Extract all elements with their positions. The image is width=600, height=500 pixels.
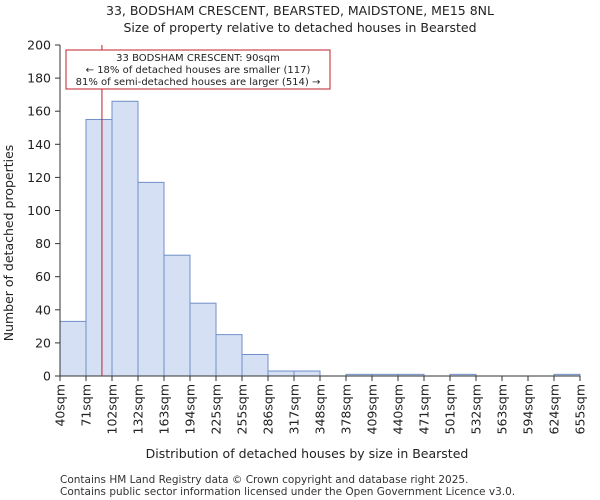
bar-225sqm bbox=[215, 334, 243, 377]
bar-194sqm bbox=[189, 302, 217, 377]
x-tick-label: 225sqm bbox=[209, 384, 224, 434]
y-tick-label: 20 bbox=[35, 335, 51, 350]
x-tick-label: 102sqm bbox=[105, 384, 120, 434]
bar-255sqm bbox=[241, 353, 269, 377]
bar-132sqm bbox=[137, 181, 165, 377]
y-tick-label: 160 bbox=[27, 104, 51, 119]
x-tick-label: 532sqm bbox=[469, 384, 484, 434]
y-tick-label: 180 bbox=[27, 71, 51, 86]
x-tick-label: 348sqm bbox=[313, 384, 328, 434]
x-tick-label: 317sqm bbox=[287, 384, 302, 434]
x-tick-label: 163sqm bbox=[157, 384, 172, 434]
x-tick-label: 624sqm bbox=[547, 384, 562, 434]
annotation-line-2: ← 18% of detached houses are smaller (11… bbox=[86, 65, 311, 76]
y-tick-label: 100 bbox=[27, 203, 51, 218]
x-tick-label: 194sqm bbox=[183, 384, 198, 434]
x-tick-label: 501sqm bbox=[443, 384, 458, 434]
x-tick-label: 40sqm bbox=[53, 384, 68, 427]
chart-subtitle: Size of property relative to detached ho… bbox=[123, 20, 476, 35]
y-tick-label: 40 bbox=[35, 302, 51, 317]
x-axis-label: Distribution of detached houses by size … bbox=[146, 446, 469, 461]
y-tick-label: 200 bbox=[27, 38, 51, 53]
x-tick-label: 132sqm bbox=[131, 384, 146, 434]
footer-line-1: Contains HM Land Registry data © Crown c… bbox=[60, 474, 468, 486]
chart-title: 33, BODSHAM CRESCENT, BEARSTED, MAIDSTON… bbox=[106, 3, 494, 18]
bar-102sqm bbox=[111, 100, 139, 377]
bar-286sqm bbox=[267, 370, 295, 377]
x-tick-label: 378sqm bbox=[339, 384, 354, 434]
x-tick-label: 563sqm bbox=[495, 384, 510, 434]
y-tick-label: 120 bbox=[27, 170, 51, 185]
x-tick-label: 594sqm bbox=[521, 384, 536, 434]
y-tick-label: 0 bbox=[43, 369, 51, 384]
bar-71sqm bbox=[85, 118, 113, 377]
x-tick-label: 440sqm bbox=[391, 384, 406, 434]
annotation-line-1: 33 BODSHAM CRESCENT: 90sqm bbox=[116, 53, 280, 64]
y-tick-label: 60 bbox=[35, 269, 51, 284]
x-axis-ticks: 40sqm 71sqm 102sqm 132sqm 163sqm 194sqm 225sqm… bbox=[53, 376, 588, 434]
bar-163sqm bbox=[163, 254, 191, 377]
x-tick-label: 471sqm bbox=[417, 384, 432, 434]
annotation-box: 33 BODSHAM CRESCENT: 90sqm ← 18% of deta… bbox=[65, 49, 331, 90]
x-tick-label: 409sqm bbox=[365, 384, 380, 434]
bar-317sqm bbox=[293, 370, 321, 377]
y-tick-label: 140 bbox=[27, 137, 51, 152]
footer-line-2: Contains public sector information licen… bbox=[60, 486, 515, 498]
annotation-line-3: 81% of semi-detached houses are larger (… bbox=[76, 77, 321, 88]
annotation-border bbox=[65, 49, 331, 90]
y-tick-label: 80 bbox=[35, 236, 51, 251]
x-tick-label: 286sqm bbox=[261, 384, 276, 434]
x-tick-label: 71sqm bbox=[79, 384, 94, 427]
bars-group bbox=[59, 100, 581, 377]
bar-40sqm bbox=[59, 320, 87, 377]
x-tick-label: 255sqm bbox=[235, 384, 250, 434]
x-tick-label: 655sqm bbox=[573, 384, 588, 434]
y-axis-ticks: 0 20 40 60 80 100 120 140 160 180 200 bbox=[27, 38, 60, 384]
y-axis-label: Number of detached properties bbox=[1, 145, 16, 342]
